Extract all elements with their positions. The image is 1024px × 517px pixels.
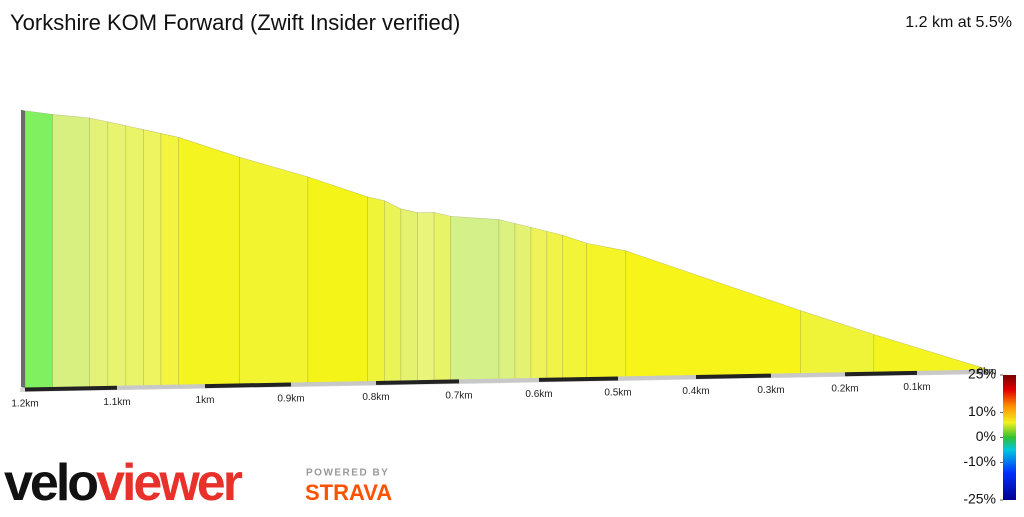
x-tick-label: 0.5km xyxy=(604,388,631,399)
axis-band xyxy=(770,372,846,378)
axis-band xyxy=(844,370,918,377)
x-tick-label: 0.4km xyxy=(682,386,709,397)
x-tick-label: 0.7km xyxy=(445,391,472,402)
axis-band xyxy=(458,377,540,384)
color-scale-bar xyxy=(1003,375,1016,500)
profile-segment xyxy=(498,219,516,380)
scale-label: -25% xyxy=(963,491,996,507)
axis-band xyxy=(290,380,377,387)
powered-by: POWERED BY xyxy=(306,468,389,479)
profile-segment xyxy=(160,133,179,386)
profile-segment xyxy=(417,212,435,381)
profile-segment xyxy=(143,129,162,387)
x-tick-label: 0km xyxy=(978,367,997,378)
axis-band xyxy=(24,385,118,392)
profile-segment xyxy=(125,125,144,387)
axis-band xyxy=(695,373,772,380)
x-tick-label: 0.9km xyxy=(277,394,304,405)
axis-band xyxy=(538,376,619,382)
profile-segment xyxy=(514,223,532,380)
profile-segment xyxy=(800,310,875,374)
profile-segment xyxy=(89,117,109,388)
x-tick-label: 1km xyxy=(196,395,215,406)
profile-segment xyxy=(307,176,368,384)
profile-segment xyxy=(400,208,418,382)
profile-segment xyxy=(530,226,548,379)
profile-segment xyxy=(433,211,452,381)
x-tick-label: 0.1km xyxy=(903,382,930,393)
profile-segment xyxy=(178,136,240,386)
profile-segment xyxy=(450,215,500,381)
x-tick-label: 0.6km xyxy=(525,389,552,400)
axis-band xyxy=(375,379,460,385)
scale-label: 0% xyxy=(976,428,996,444)
profile-segment xyxy=(562,234,587,379)
profile-segment xyxy=(586,242,627,378)
logo-text: veloviewer xyxy=(4,454,243,512)
axis-band xyxy=(116,384,206,390)
profile-segment xyxy=(107,121,127,387)
profile-segment xyxy=(625,250,801,378)
chart-title: Yorkshire KOM Forward (Zwift Insider ver… xyxy=(10,10,460,35)
x-tick-label: 1.2km xyxy=(11,399,38,410)
logo-red: viewer xyxy=(96,454,243,512)
profile-segment xyxy=(24,110,53,389)
profile-segment xyxy=(367,196,385,382)
x-tick-label: 1.1km xyxy=(103,397,130,408)
x-tick-label: 0.8km xyxy=(362,392,389,403)
profile-segment xyxy=(383,200,402,382)
logo-dark: velo xyxy=(4,454,97,512)
profile-segment xyxy=(546,230,564,379)
profile-segment xyxy=(239,156,309,385)
scale-label: -10% xyxy=(963,453,996,469)
axis-band xyxy=(617,375,697,381)
side-face xyxy=(21,109,25,388)
x-tick-label: 0.3km xyxy=(757,385,784,396)
profile-segment xyxy=(52,114,90,388)
chart-subtitle: 1.2 km at 5.5% xyxy=(905,14,1012,31)
scale-label: 10% xyxy=(968,403,996,419)
strava-logo: STRAVA xyxy=(305,480,392,505)
logo: veloviewer POWERED BY STRAVA xyxy=(4,454,392,512)
axis-band xyxy=(204,382,292,389)
axis-band xyxy=(916,369,991,375)
scale-label: 25% xyxy=(968,366,996,382)
x-tick-label: 0.2km xyxy=(831,383,858,394)
